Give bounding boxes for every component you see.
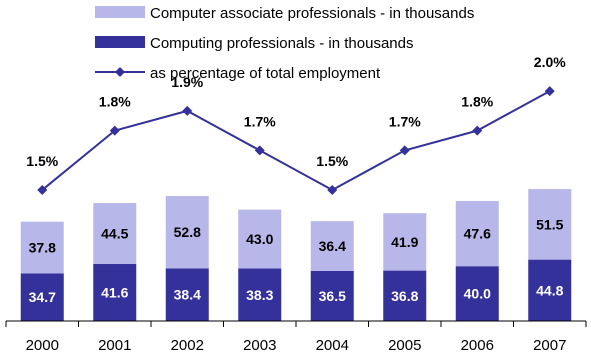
line-marker-percentage <box>399 145 410 156</box>
bar-computing-professionals <box>310 270 354 321</box>
data-label-associate-professionals: 52.8 <box>174 224 201 240</box>
bar-associate-professionals <box>20 221 64 274</box>
line-marker-percentage <box>37 184 48 195</box>
bar-computing-professionals <box>93 264 137 321</box>
x-tick-label: 2007 <box>533 337 566 354</box>
data-label-associate-professionals: 43.0 <box>246 231 273 247</box>
legend-label-professionals: Computing professionals - in thousands <box>150 35 413 52</box>
bar-computing-professionals <box>238 268 282 321</box>
legend: Computer associate professionals - in th… <box>95 5 474 82</box>
bar-associate-professionals <box>93 203 137 265</box>
legend-label-percentage: as percentage of total employment <box>150 65 381 82</box>
data-label-associate-professionals: 44.5 <box>101 226 128 242</box>
bar-associate-professionals <box>165 196 209 269</box>
data-label-percentage: 1.8% <box>461 94 493 110</box>
bar-associate-professionals <box>455 200 499 267</box>
data-label-percentage: 2.0% <box>534 54 566 70</box>
plot-area: 34.7 37.8 2000 41.6 44.5 2001 38.4 52.8 2002 38.3… <box>5 54 587 354</box>
data-label-computing-professionals: 36.8 <box>391 288 418 304</box>
x-tick-label: 2000 <box>26 337 59 354</box>
data-label-computing-professionals: 38.4 <box>174 287 201 303</box>
bar-computing-professionals <box>165 268 209 321</box>
legend-label-associate: Computer associate professionals - in th… <box>150 5 474 22</box>
data-label-associate-professionals: 37.8 <box>29 240 56 256</box>
legend-marker-percentage <box>115 67 125 77</box>
bar-computing-professionals <box>455 266 499 321</box>
data-label-computing-professionals: 44.8 <box>536 282 563 298</box>
line-marker-percentage <box>327 184 338 195</box>
data-label-percentage: 1.5% <box>316 153 348 169</box>
x-tick-label: 2003 <box>243 337 276 354</box>
data-label-percentage: 1.7% <box>244 113 276 129</box>
line-marker-percentage <box>472 125 483 136</box>
data-label-percentage: 1.5% <box>26 153 58 169</box>
line-percentage-total-employment <box>41 90 551 192</box>
data-label-associate-professionals: 41.9 <box>391 234 418 250</box>
data-label-computing-professionals: 36.5 <box>319 288 346 304</box>
data-label-associate-professionals: 36.4 <box>319 238 346 254</box>
bar-associate-professionals <box>310 221 354 271</box>
line-marker-percentage <box>109 125 120 136</box>
x-tick-label: 2006 <box>461 337 494 354</box>
data-label-percentage: 1.7% <box>389 113 421 129</box>
bar-computing-professionals <box>528 259 572 321</box>
x-tick-label: 2002 <box>171 337 204 354</box>
legend-swatch-associate <box>95 6 145 18</box>
bar-computing-professionals <box>20 273 64 321</box>
line-marker-percentage <box>182 105 193 116</box>
data-label-associate-professionals: 47.6 <box>464 226 491 242</box>
line-marker-percentage <box>254 145 265 156</box>
data-label-computing-professionals: 34.7 <box>29 289 56 305</box>
data-label-computing-professionals: 40.0 <box>464 286 491 302</box>
bar-computing-professionals <box>383 270 427 321</box>
x-tick-label: 2005 <box>388 337 421 354</box>
data-label-computing-professionals: 41.6 <box>101 285 128 301</box>
data-label-computing-professionals: 38.3 <box>246 287 273 303</box>
bar-associate-professionals <box>383 213 427 271</box>
x-tick-label: 2001 <box>98 337 131 354</box>
data-label-percentage: 1.9% <box>171 74 203 90</box>
bar-associate-professionals <box>528 189 572 260</box>
x-tick-label: 2004 <box>316 337 349 354</box>
data-label-percentage: 1.8% <box>99 94 131 110</box>
bar-associate-professionals <box>238 209 282 269</box>
data-label-associate-professionals: 51.5 <box>536 216 563 232</box>
line-marker-percentage <box>544 86 555 97</box>
legend-swatch-professionals <box>95 36 145 48</box>
